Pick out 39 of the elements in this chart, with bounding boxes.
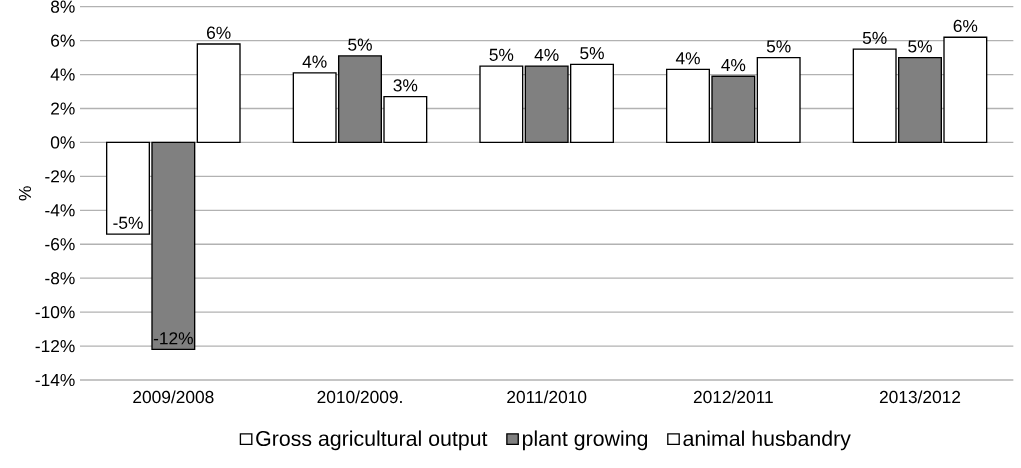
y-tick-label: -4% [45,204,75,217]
bar [479,65,524,144]
y-tick-label: -6% [45,238,75,251]
data-label: 5% [862,31,887,44]
y-tick-label: 6% [51,34,75,47]
data-label: 6% [207,26,231,39]
x-tick-label: 2012/2011 [693,390,773,404]
data-label: -12% [153,332,193,345]
data-label: 5% [908,40,932,53]
y-tick-label: -14% [35,373,75,387]
legend-label: plant growing [522,430,648,451]
bar [756,56,801,144]
data-label: -5% [113,216,143,229]
data-label: 3% [393,79,418,92]
y-tick-label: -12% [35,339,75,353]
data-label: 5% [348,38,372,51]
legend-label: animal husbandry [683,430,851,451]
data-label: 4% [721,59,746,72]
data-label: 4% [534,48,559,61]
x-tick-label: 2010/2009. [317,390,402,404]
x-tick-label: 2009/2008 [133,390,214,404]
legend-label: Gross agricultural output [256,430,488,451]
x-tick-label: 2011/2010 [507,390,587,404]
y-tick-label: -10% [35,305,75,319]
y-tick-label: 2% [51,102,75,115]
bar [196,43,241,144]
y-tick-label: 8% [50,0,75,13]
data-label: 5% [766,40,791,53]
y-tick-label: 4% [50,68,75,81]
data-label: 5% [489,48,514,61]
y-tick-label: -8% [45,272,75,285]
y-tick-label: -2% [45,170,75,183]
data-label: 5% [580,47,604,60]
data-label: 4% [675,52,700,65]
data-label: 4% [302,55,327,68]
data-label: 6% [953,19,978,33]
y-tick-label: 0% [50,136,75,149]
x-tick-label: 2013/2012 [879,390,961,404]
y-axis-title: % [18,186,32,201]
